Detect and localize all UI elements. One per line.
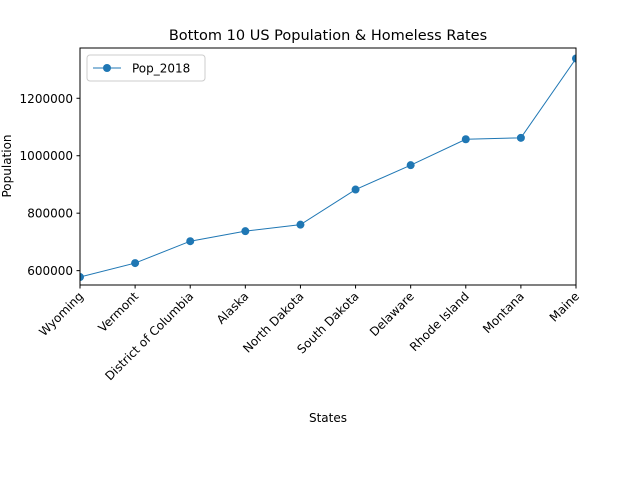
legend-entry: Pop_2018	[132, 62, 190, 76]
x-tick-label: Rhode Island	[407, 289, 472, 354]
y-tick-label: 1200000	[20, 92, 73, 106]
x-tick-label: Delaware	[367, 289, 417, 339]
y-tick-label: 1000000	[20, 149, 73, 163]
legend: Pop_2018	[86, 54, 206, 82]
data-point	[296, 220, 305, 229]
plot-area: 600000 800000 1000000 1200000 Wyoming Vermont…	[20, 47, 582, 383]
data-point	[572, 54, 576, 63]
data-point	[131, 259, 140, 268]
legend-marker	[103, 64, 111, 72]
data-point	[516, 133, 525, 142]
y-axis-label: Population	[0, 134, 14, 197]
y-tick-label: 800000	[27, 207, 73, 221]
axes-frame	[79, 47, 577, 286]
x-tick-label: Montana	[480, 289, 527, 336]
data-point	[406, 161, 415, 170]
x-tick-label: Wyoming	[36, 289, 86, 339]
series-0	[80, 54, 576, 282]
data-point	[186, 237, 195, 246]
data-point	[461, 135, 470, 144]
data-point	[80, 273, 84, 282]
data-point	[351, 185, 360, 194]
x-tick-label: Maine	[547, 289, 582, 324]
chart-title: Bottom 10 US Population & Homeless Rates	[169, 28, 487, 44]
legend-box	[86, 54, 206, 82]
x-tick-label: Alaska	[214, 289, 252, 327]
y-tick-label: 600000	[27, 264, 73, 278]
series-line	[80, 58, 576, 278]
x-tick-label: Vermont	[95, 289, 141, 335]
data-point	[241, 227, 250, 236]
x-axis-label: States	[309, 411, 347, 425]
